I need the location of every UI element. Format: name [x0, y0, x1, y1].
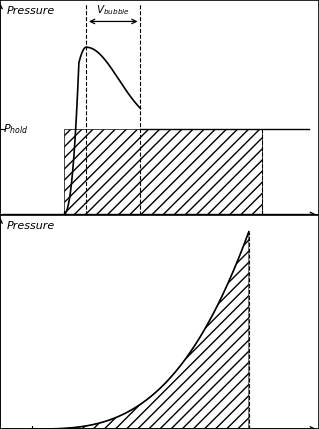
- Text: Volume: Volume: [271, 230, 313, 239]
- Polygon shape: [64, 129, 262, 214]
- Text: Pressure: Pressure: [6, 6, 55, 16]
- Text: V$_{bubble}$: V$_{bubble}$: [96, 3, 130, 17]
- Text: V$_{init}$: V$_{init}$: [53, 230, 74, 243]
- Text: V$_f$: V$_f$: [255, 230, 268, 243]
- Text: P$_{hold}$: P$_{hold}$: [3, 122, 29, 136]
- Text: Pressure: Pressure: [6, 221, 55, 231]
